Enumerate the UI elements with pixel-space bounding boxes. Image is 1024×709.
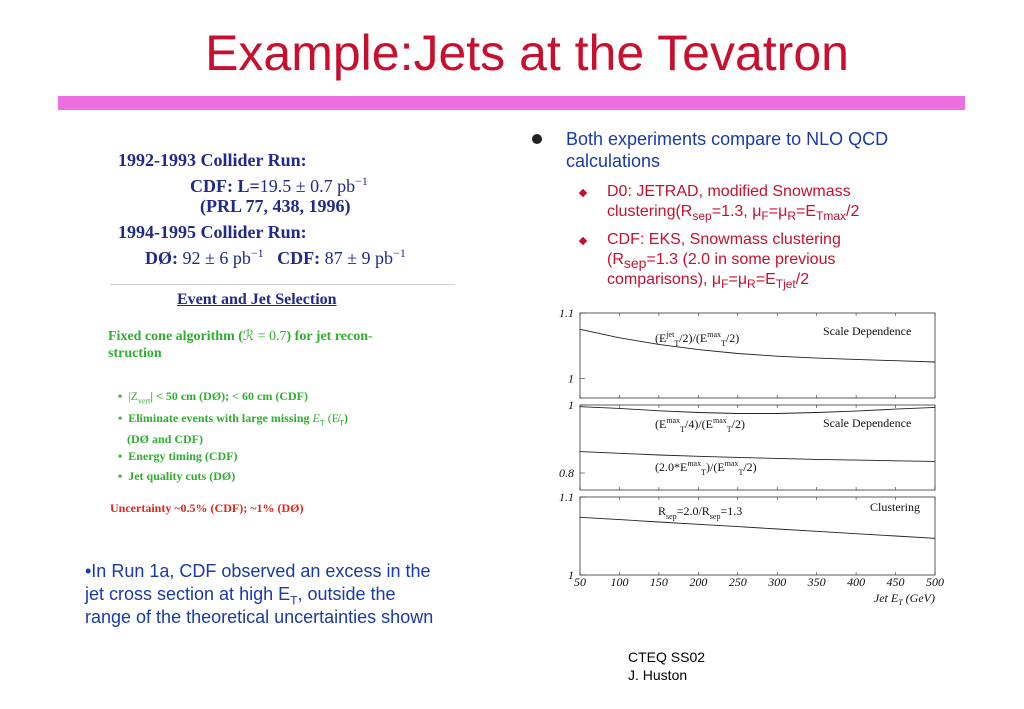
zvert-cut: • |Zvert| < 50 cm (DØ); < 60 cm (CDF) xyxy=(118,389,308,406)
selection-heading: Event and Jet Selection xyxy=(177,291,337,308)
x-axis-label: Jet ET (GeV) xyxy=(874,591,935,607)
y-tick-label: 0.8 xyxy=(559,466,574,480)
series-label: (2.0*EmaxT)/(EmaxT/2) xyxy=(655,459,757,477)
main-bullet: Both experiments compare to NLO QCD calcu… xyxy=(566,129,889,171)
energy-timing-cut: • Energy timing (CDF) xyxy=(118,449,238,463)
panel-frame-3 xyxy=(579,496,936,576)
x-tick-label: 300 xyxy=(767,575,786,589)
series-line xyxy=(579,328,936,363)
x-tick-label: 500 xyxy=(926,575,944,589)
x-tick-label: 350 xyxy=(807,575,826,589)
y-tick-label: 1.1 xyxy=(559,490,574,504)
series-line xyxy=(579,451,936,462)
x-tick-label: 50 xyxy=(574,575,586,589)
panel-title: Clustering xyxy=(870,500,920,514)
footer-line-2: J. Huston xyxy=(628,667,688,683)
footer-line-1: CTEQ SS02 xyxy=(628,649,706,665)
x-tick-label: 150 xyxy=(650,575,668,589)
x-tick-label: 200 xyxy=(689,575,707,589)
run1a-note: •In Run 1a, CDF observed an excess in th… xyxy=(85,561,434,627)
y-tick-label: 1 xyxy=(568,398,574,412)
prl-reference: (PRL 77, 438, 1996) xyxy=(200,196,351,216)
uncertainty-text: Uncertainty ~0.5% (CDF); ~1% (DØ) xyxy=(110,501,304,515)
series-line xyxy=(579,406,936,414)
jet-quality-cut: • Jet quality cuts (DØ) xyxy=(118,469,236,483)
sub-bullet-d0: D0: JETRAD, modified Snowmass clustering… xyxy=(607,183,860,224)
x-tick-label: 450 xyxy=(887,575,905,589)
excerpt-divider xyxy=(110,284,455,285)
y-tick-label: 1 xyxy=(568,371,574,385)
cone-algorithm-text: Fixed cone algorithm (ℛ = 0.7) for jet r… xyxy=(108,329,373,361)
sub-bullet-cdf: CDF: EKS, Snowmass clustering (Rsep=1.3 … xyxy=(607,231,841,292)
footer: CTEQ SS02 J. Huston xyxy=(628,648,705,684)
diamond-bullet-icon xyxy=(578,236,588,246)
panel-frame-2 xyxy=(579,404,936,491)
run2-heading: 1994-1995 Collider Run: xyxy=(118,222,307,242)
panel-title: Scale Dependence xyxy=(823,416,911,430)
missing-et-cut: • Eliminate events with large missing ET… xyxy=(118,411,348,447)
diamond-bullet-icon xyxy=(578,188,588,198)
slide-title: Example:Jets at the Tevatron xyxy=(205,25,849,81)
series-line xyxy=(579,516,936,539)
series-label: (EjetT/2)/(EmaxT/2) xyxy=(655,330,739,348)
series-label: Rsep=2.0/Rsep=1.3 xyxy=(658,504,742,521)
scale-dependence-chart: 1.1 1 Scale Dependence (EjetT/2)/(EmaxT/2) 1… xyxy=(559,308,944,607)
series-label: (EmaxT/4)/(EmaxT/2) xyxy=(655,416,745,434)
panel-title: Scale Dependence xyxy=(823,324,911,338)
title-underline-bar xyxy=(58,96,965,110)
bullet-dot-icon xyxy=(532,134,542,144)
y-tick-label: 1 xyxy=(568,568,574,582)
run2-luminosities: DØ: 92 ± 6 pb−1 CDF: 87 ± 9 pb−1 xyxy=(145,246,406,268)
x-tick-label: 100 xyxy=(610,575,628,589)
x-tick-label: 250 xyxy=(729,575,747,589)
x-tick-label: 400 xyxy=(847,575,865,589)
cdf-luminosity: CDF: L=19.5 ± 0.7 pb−1 xyxy=(190,174,368,196)
run1-heading: 1992-1993 Collider Run: xyxy=(118,150,307,170)
y-tick-label: 1.1 xyxy=(559,308,574,320)
panel-frame-1 xyxy=(579,312,936,399)
